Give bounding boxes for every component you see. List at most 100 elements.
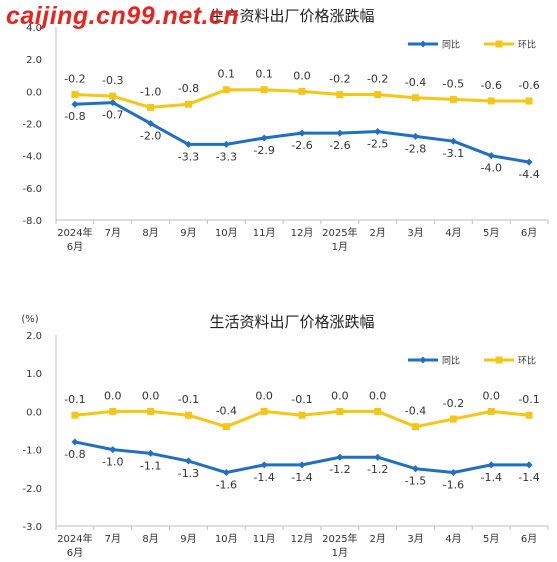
data-point — [147, 407, 155, 415]
data-label: -0.2 — [443, 397, 464, 410]
data-label: -0.5 — [443, 77, 464, 90]
data-label: 0.0 — [482, 389, 500, 402]
data-label: -0.8 — [64, 448, 85, 461]
data-point — [374, 453, 382, 461]
x-tick-label: 9月 — [180, 227, 196, 239]
data-label: -1.0 — [102, 456, 123, 469]
x-tick-label: 1月 — [332, 241, 348, 253]
data-point — [260, 86, 268, 94]
data-label: 0.1 — [218, 68, 236, 81]
y-tick-label: -8.0 — [22, 216, 42, 227]
x-tick-label: 12月 — [291, 533, 314, 545]
data-point — [336, 407, 344, 415]
data-label: -2.0 — [140, 130, 161, 143]
data-point — [449, 415, 457, 423]
y-tick-label: 4.0 — [26, 23, 42, 34]
x-tick-label: 4月 — [445, 227, 461, 239]
x-tick-label: 9月 — [180, 533, 196, 545]
x-tick-label: 2024年 — [57, 226, 92, 239]
data-label: 0.0 — [293, 69, 311, 82]
data-label: -2.8 — [405, 142, 426, 155]
data-point — [412, 465, 420, 473]
data-point — [71, 91, 79, 99]
data-point — [222, 423, 230, 431]
data-point — [525, 411, 533, 419]
data-label: 0.0 — [331, 389, 349, 402]
chart-title: 生活资料出厂价格涨跌幅 — [209, 313, 374, 331]
data-label: -2.6 — [329, 139, 350, 152]
data-point — [298, 129, 306, 137]
legend-marker — [495, 356, 503, 364]
data-point — [525, 158, 533, 166]
x-tick-label: 6月 — [67, 241, 83, 253]
data-label: -2.6 — [291, 139, 312, 152]
data-point — [336, 129, 344, 137]
x-tick-label: 10月 — [215, 227, 238, 239]
legend-marker — [495, 40, 503, 48]
legend-label: 环比 — [518, 39, 536, 51]
data-point — [336, 453, 344, 461]
data-label: -1.4 — [480, 471, 501, 484]
data-label: -1.1 — [140, 459, 161, 472]
data-label: -2.5 — [367, 138, 388, 151]
chart-producer-goods: 生产资料出厂价格涨跌幅 4.0 2.0 0.0 -2.0 -4.0 -6.0 -8.0 2024… — [22, 7, 549, 253]
x-tick-label: 11月 — [253, 533, 276, 545]
data-point — [487, 152, 495, 160]
data-label: -1.6 — [443, 479, 464, 492]
watermark-text: caijing.cn99.net.cn — [6, 2, 240, 30]
x-tick-label: 5月 — [483, 533, 499, 545]
data-point — [222, 469, 230, 477]
x-tick-label: 2月 — [370, 533, 386, 545]
x-tick-label: 6月 — [521, 227, 537, 239]
data-point — [109, 92, 117, 100]
x-tick-label: 6月 — [521, 533, 537, 545]
data-label: -1.0 — [140, 85, 161, 98]
legend-label: 环比 — [518, 355, 536, 367]
y-tick-label: 0.0 — [26, 87, 42, 98]
data-point — [222, 86, 230, 94]
data-label: 0.0 — [104, 389, 122, 402]
x-tick-label: 7月 — [105, 227, 121, 239]
data-point — [374, 407, 382, 415]
x-tick-label: 8月 — [142, 227, 158, 239]
data-point — [487, 407, 495, 415]
data-point — [147, 120, 155, 127]
chart-consumer-goods: 生活资料出厂价格涨跌幅 (%) 2.0 1.0 0.0 -1.0 -2.0 -3.0 2024年… — [21, 313, 549, 559]
y-tick-label: 0.0 — [26, 407, 42, 418]
data-label: -1.6 — [216, 479, 237, 492]
data-point — [71, 438, 79, 446]
legend-marker — [419, 40, 427, 48]
x-tick-label: 6月 — [67, 547, 83, 559]
data-point — [298, 461, 306, 469]
data-label: -0.1 — [178, 393, 199, 406]
legend-label: 同比 — [442, 355, 460, 367]
data-label: 0.0 — [255, 389, 273, 402]
data-label: -4.4 — [518, 168, 539, 181]
data-point — [487, 461, 495, 469]
data-point — [374, 128, 382, 136]
data-point — [71, 411, 79, 419]
x-tick-label: 2025年 — [322, 226, 357, 239]
x-tick-label: 11月 — [253, 227, 276, 239]
y-tick-label: -6.0 — [22, 184, 42, 195]
data-label: -0.8 — [64, 110, 85, 123]
data-label: 0.0 — [369, 389, 387, 402]
data-point — [109, 446, 117, 454]
data-point — [412, 94, 420, 102]
y-tick-label: -4.0 — [22, 152, 42, 163]
legend-marker — [419, 356, 427, 364]
data-label: -0.6 — [480, 79, 501, 92]
data-label: -0.6 — [518, 79, 539, 92]
data-point — [374, 91, 382, 99]
data-label: -1.4 — [518, 471, 539, 484]
x-tick-label: 8月 — [142, 533, 158, 545]
legend-label: 同比 — [442, 39, 460, 51]
data-label: -4.0 — [480, 162, 501, 175]
data-label: -0.1 — [64, 393, 85, 406]
data-label: -2.9 — [253, 144, 274, 157]
data-label: -0.4 — [216, 405, 237, 418]
x-tick-label: 2025年 — [322, 532, 357, 545]
data-point — [260, 134, 268, 142]
data-label: -0.7 — [102, 109, 123, 122]
